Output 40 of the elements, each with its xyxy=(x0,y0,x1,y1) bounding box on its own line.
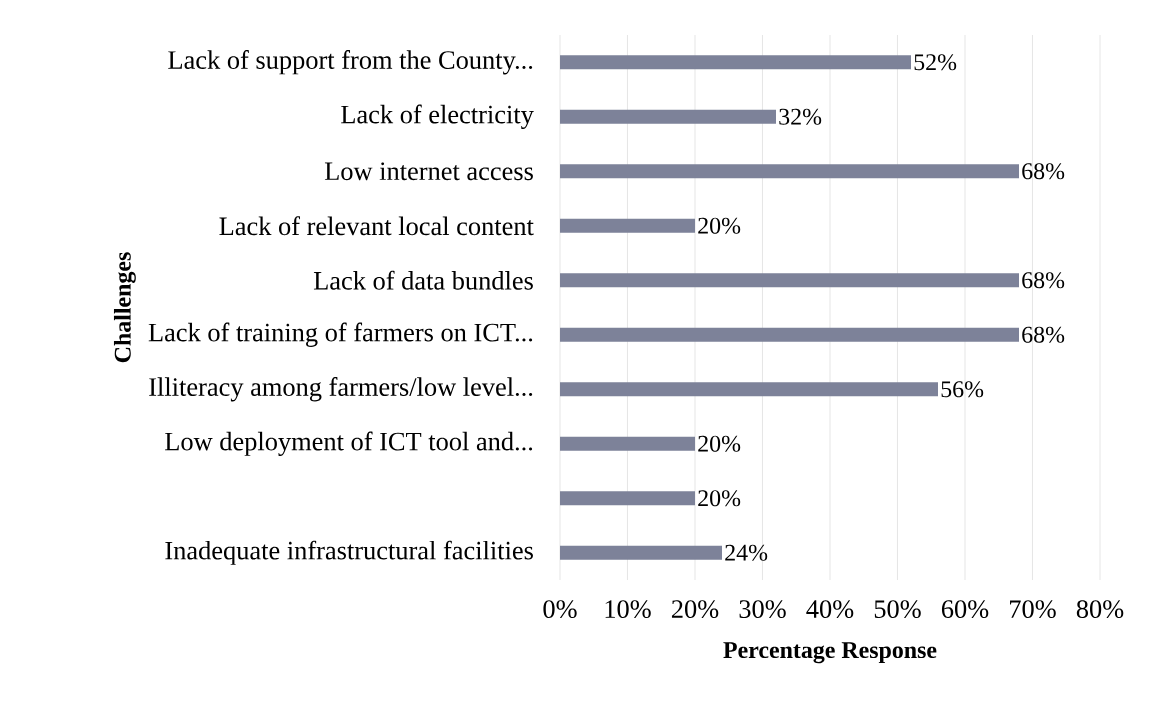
x-tick-label: 20% xyxy=(671,600,719,619)
bar xyxy=(560,327,1019,342)
y-tick-label: Lack of electricity xyxy=(341,104,534,129)
y-axis-title: Challenges xyxy=(113,252,136,363)
x-tick-label: 30% xyxy=(739,600,786,619)
bar xyxy=(560,273,1019,288)
data-label: 68% xyxy=(1022,163,1065,180)
y-tick-label: Lack of training of farmers on ICT... xyxy=(148,322,533,347)
data-label: 56% xyxy=(941,381,984,398)
x-tick-label: 60% xyxy=(941,600,989,619)
data-label: 24% xyxy=(725,544,768,561)
y-tick-label: Illiteracy among farmers/low level... xyxy=(149,377,533,402)
x-tick-label: 50% xyxy=(874,600,921,619)
y-tick-label: Lack of data bundles xyxy=(313,270,533,290)
bar xyxy=(560,545,722,560)
data-label: 68% xyxy=(1022,326,1065,343)
bar xyxy=(560,218,695,233)
data-label: 68% xyxy=(1022,272,1065,289)
y-tick-label: Inadequate infrastructural facilities xyxy=(165,540,533,565)
y-tick-label: Low internet access xyxy=(324,162,533,181)
y-tick-label: Lack of support from the County... xyxy=(168,50,533,75)
x-tick-label: 10% xyxy=(605,600,651,619)
x-tick-label: 80% xyxy=(1076,600,1124,619)
data-label: 20% xyxy=(698,435,741,452)
x-axis-title: Percentage Response xyxy=(723,642,937,664)
bar xyxy=(560,109,776,124)
bar xyxy=(560,436,695,451)
y-tick-label: Low deployment of ICT tool and... xyxy=(165,431,533,456)
x-tick-label: 0% xyxy=(543,600,577,619)
bar xyxy=(560,491,695,506)
x-tick-label: 40% xyxy=(806,600,854,619)
y-tick-label: Lack of relevant local content xyxy=(219,216,534,236)
bar xyxy=(560,164,1019,179)
bar xyxy=(560,55,911,70)
bar xyxy=(560,382,938,397)
data-label: 20% xyxy=(698,490,741,507)
data-label: 20% xyxy=(698,217,741,234)
data-label: 32% xyxy=(779,108,822,125)
data-label: 52% xyxy=(914,54,957,71)
x-tick-label: 70% xyxy=(1010,600,1056,619)
